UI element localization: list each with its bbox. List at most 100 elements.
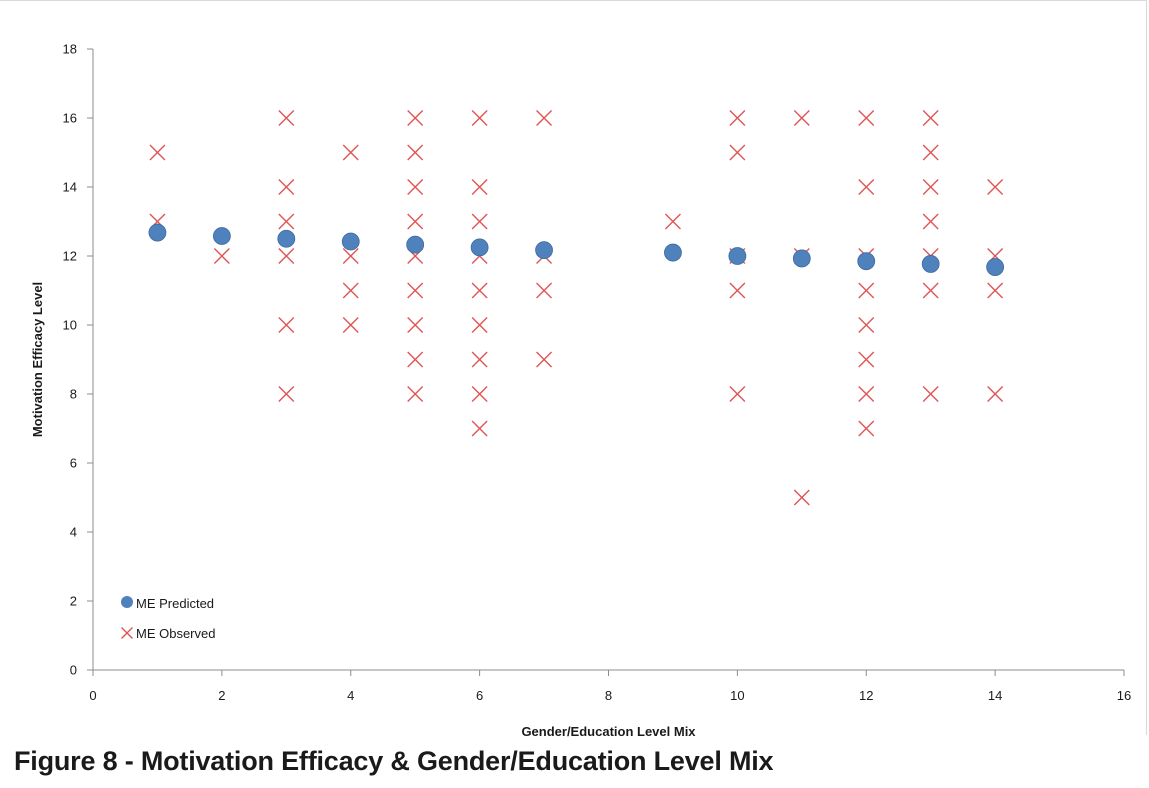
legend: ME Predicted ME Observed: [121, 596, 215, 641]
observed-point: [471, 110, 488, 126]
y-tick-label: 6: [70, 456, 77, 471]
y-tick-label: 12: [63, 249, 77, 264]
legend-observed-marker: [121, 627, 133, 639]
figure-caption: Figure 8 - Motivation Efficacy & Gender/…: [14, 746, 774, 776]
x-tick-label: 16: [1117, 688, 1131, 703]
predicted-point: [857, 252, 876, 271]
observed-point: [407, 110, 424, 126]
y-tick-label: 16: [63, 111, 77, 126]
x-tick-label: 2: [218, 688, 225, 703]
observed-point: [342, 248, 359, 264]
observed-point: [407, 386, 424, 402]
predicted-point: [148, 223, 167, 242]
observed-point: [536, 282, 553, 299]
observed-point: [407, 144, 424, 161]
observed-point: [342, 144, 359, 161]
observed-point: [407, 351, 424, 368]
predicted-point: [921, 255, 940, 273]
observed-point: [729, 282, 746, 299]
observed-point: [278, 213, 295, 230]
legend-predicted-marker: [121, 596, 133, 608]
observed-point: [858, 317, 875, 333]
observed-point: [471, 317, 488, 333]
observed-point: [407, 213, 424, 230]
observed-point: [858, 282, 875, 299]
observed-point: [729, 386, 746, 402]
observed-point: [922, 282, 939, 299]
observed-point: [858, 351, 875, 368]
observed-point: [213, 248, 230, 264]
observed-point: [471, 213, 488, 230]
observed-point: [407, 282, 424, 299]
y-tick-label: 10: [63, 318, 77, 333]
y-tick-label: 0: [70, 663, 77, 678]
observed-point: [407, 317, 424, 333]
observed-point: [922, 386, 939, 402]
observed-point: [858, 420, 875, 437]
observed-point: [922, 213, 939, 230]
predicted-point: [470, 238, 489, 257]
axes: [87, 48, 1125, 676]
observed-point: [471, 420, 488, 437]
y-axis-label: Motivation Efficacy Level: [30, 282, 45, 437]
observed-point: [858, 110, 875, 126]
observed-point: [793, 110, 810, 126]
observed-point: [922, 179, 939, 195]
observed-point: [278, 179, 295, 195]
legend-observed-label: ME Observed: [136, 626, 215, 641]
predicted-series: [148, 223, 1005, 276]
y-tick-label: 4: [70, 525, 77, 540]
scatter-chart: 0 2 4 6 8 10 12 14 16 18 0 2 4 6 8 10 12 14 16 Gender/Educ…: [30, 42, 1132, 740]
y-tick-label: 8: [70, 387, 77, 402]
x-tick-label: 0: [89, 688, 96, 703]
observed-point: [793, 489, 810, 506]
y-tick-label: 14: [63, 180, 77, 195]
observed-point: [536, 110, 553, 126]
observed-point: [278, 386, 295, 402]
observed-point: [987, 179, 1004, 195]
predicted-point: [406, 235, 425, 254]
observed-point: [922, 144, 939, 161]
predicted-point: [728, 247, 747, 265]
observed-point: [922, 110, 939, 126]
legend-predicted-label: ME Predicted: [136, 596, 214, 611]
observed-point: [278, 317, 295, 333]
observed-point: [729, 110, 746, 126]
x-tick-label: 6: [476, 688, 483, 703]
x-tick-label: 4: [347, 688, 354, 703]
chart-frame: [0, 0, 1147, 735]
observed-point: [536, 351, 553, 368]
predicted-point: [792, 249, 811, 268]
observed-point: [858, 179, 875, 195]
observed-point: [407, 179, 424, 195]
x-axis-label: Gender/Education Level Mix: [521, 724, 696, 739]
predicted-point: [212, 227, 231, 245]
observed-point: [858, 386, 875, 402]
y-tick-label: 18: [63, 42, 77, 57]
observed-point: [471, 179, 488, 195]
observed-point: [664, 213, 681, 230]
observed-point: [149, 144, 166, 161]
observed-point: [342, 282, 359, 299]
observed-point: [278, 248, 295, 264]
observed-point: [471, 351, 488, 368]
x-tick-label: 10: [730, 688, 744, 703]
observed-point: [987, 386, 1004, 402]
predicted-point: [341, 232, 360, 251]
legend-x-glyph: [121, 627, 133, 639]
x-tick-label: 14: [988, 688, 1002, 703]
predicted-point: [535, 241, 553, 260]
observed-point: [342, 317, 359, 333]
y-tick-label: 2: [70, 594, 77, 609]
observed-series: [149, 110, 1004, 506]
observed-point: [987, 282, 1004, 299]
tick-labels: 0 2 4 6 8 10 12 14 16 18 0 2 4 6 8 10 12 14 16: [63, 42, 1132, 704]
x-tick-label: 8: [605, 688, 612, 703]
observed-point: [471, 386, 488, 402]
observed-point: [729, 144, 746, 161]
observed-point: [278, 110, 295, 126]
predicted-point: [277, 229, 296, 248]
observed-point: [471, 282, 488, 299]
predicted-point: [986, 258, 1005, 276]
x-tick-label: 12: [859, 688, 873, 703]
